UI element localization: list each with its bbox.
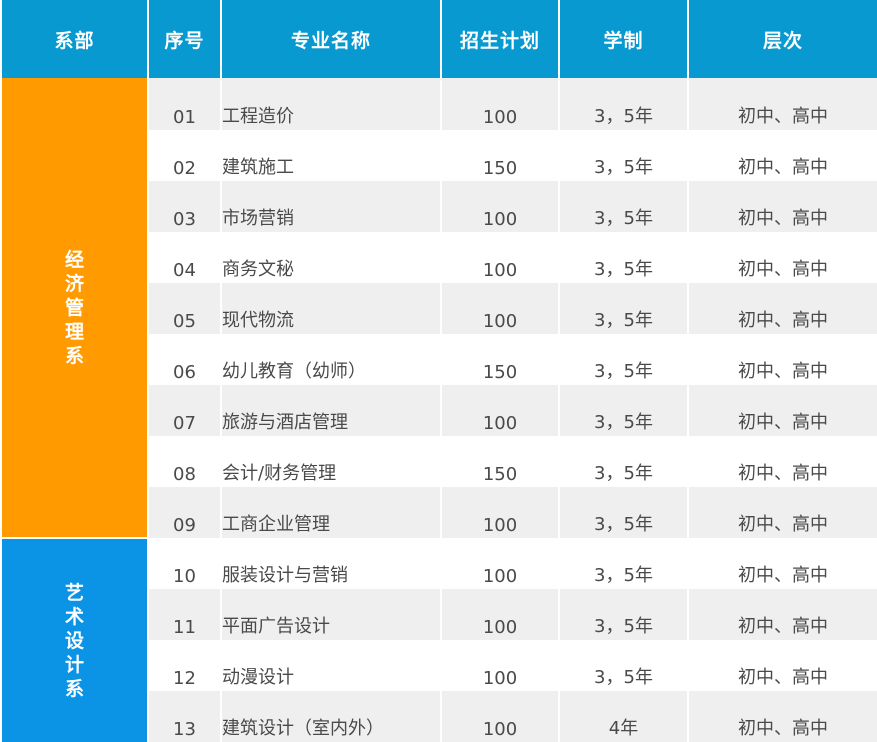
header-duration: 学制 [558, 0, 689, 78]
cell-major: 平面广告设计 [220, 589, 442, 640]
table-header: 系部 序号 专业名称 招生计划 学制 层次 [0, 0, 877, 78]
header-department: 系部 [0, 0, 149, 78]
cell-major: 建筑设计（室内外） [220, 691, 442, 742]
department-economics-label: 经济管理系 [64, 248, 84, 367]
cell-number: 02 [147, 130, 222, 181]
cell-major: 会计/财务管理 [220, 436, 442, 487]
cell-number: 09 [147, 487, 222, 538]
table-row: 05 现代物流 100 3，5年 初中、高中 [1, 283, 877, 334]
cell-major: 动漫设计 [220, 640, 442, 691]
cell-major: 工商企业管理 [220, 487, 442, 538]
table-row: 03 市场营销 100 3，5年 初中、高中 [1, 181, 877, 232]
table-row: 艺术设计系 10 服装设计与营销 100 3，5年 初中、高中 [0, 537, 877, 742]
cell-level: 初中、高中 [687, 640, 877, 691]
cell-major: 现代物流 [220, 283, 442, 334]
cell-duration: 4年 [558, 691, 689, 742]
cell-duration: 3，5年 [558, 283, 689, 334]
cell-level: 初中、高中 [687, 232, 877, 283]
table-row: 经济管理系 01 工程造价 100 3，5年 初中、高中 [0, 78, 877, 538]
table-row: 02 建筑施工 150 3，5年 初中、高中 [1, 130, 877, 181]
cell-level: 初中、高中 [687, 283, 877, 334]
cell-duration: 3，5年 [558, 232, 689, 283]
cell-major: 建筑施工 [220, 130, 442, 181]
cell-level: 初中、高中 [687, 385, 877, 436]
cell-level: 初中、高中 [687, 538, 877, 589]
table-row: 06 幼儿教育（幼师） 150 3，5年 初中、高中 [1, 334, 877, 385]
cell-enrollment: 100 [440, 538, 560, 589]
cell-duration: 3，5年 [558, 436, 689, 487]
cell-level: 初中、高中 [687, 334, 877, 385]
cell-duration: 3，5年 [558, 538, 689, 589]
cell-enrollment: 100 [440, 640, 560, 691]
cell-level: 初中、高中 [687, 78, 877, 130]
cell-number: 08 [147, 436, 222, 487]
cell-number: 13 [147, 691, 222, 742]
header-major: 专业名称 [220, 0, 442, 78]
cell-major: 幼儿教育（幼师） [220, 334, 442, 385]
cell-duration: 3，5年 [558, 589, 689, 640]
cell-number: 03 [147, 181, 222, 232]
cell-number: 07 [147, 385, 222, 436]
table-row: 04 商务文秘 100 3，5年 初中、高中 [1, 232, 877, 283]
department-arts: 艺术设计系 [0, 537, 149, 742]
cell-enrollment: 100 [440, 181, 560, 232]
cell-duration: 3，5年 [558, 385, 689, 436]
header-number: 序号 [147, 0, 222, 78]
cell-number: 04 [147, 232, 222, 283]
cell-enrollment: 100 [440, 385, 560, 436]
table-row: 12 动漫设计 100 3，5年 初中、高中 [1, 640, 877, 691]
cell-number: 06 [147, 334, 222, 385]
table-row: 11 平面广告设计 100 3，5年 初中、高中 [1, 589, 877, 640]
cell-major: 旅游与酒店管理 [220, 385, 442, 436]
cell-level: 初中、高中 [687, 436, 877, 487]
cell-duration: 3，5年 [558, 181, 689, 232]
cell-enrollment: 100 [440, 487, 560, 538]
cell-enrollment: 100 [440, 691, 560, 742]
cell-duration: 3，5年 [558, 487, 689, 538]
cell-number: 01 [147, 78, 222, 130]
cell-major: 市场营销 [220, 181, 442, 232]
cell-major: 服装设计与营销 [220, 538, 442, 589]
cell-duration: 3，5年 [558, 640, 689, 691]
table-body: 经济管理系 01 工程造价 100 3，5年 初中、高中 02 建筑施工 150… [0, 78, 877, 742]
cell-enrollment: 150 [440, 436, 560, 487]
cell-enrollment: 150 [440, 334, 560, 385]
cell-enrollment: 100 [440, 589, 560, 640]
cell-major: 商务文秘 [220, 232, 442, 283]
cell-enrollment: 150 [440, 130, 560, 181]
cell-enrollment: 100 [440, 283, 560, 334]
cell-number: 05 [147, 283, 222, 334]
cell-duration: 3，5年 [558, 78, 689, 130]
cell-number: 10 [147, 538, 222, 589]
department-economics: 经济管理系 [0, 78, 149, 538]
table-row: 07 旅游与酒店管理 100 3，5年 初中、高中 [1, 385, 877, 436]
cell-enrollment: 100 [440, 232, 560, 283]
cell-duration: 3，5年 [558, 334, 689, 385]
cell-duration: 3，5年 [558, 130, 689, 181]
cell-major: 工程造价 [220, 78, 442, 130]
header-level: 层次 [687, 0, 877, 78]
table-row: 08 会计/财务管理 150 3，5年 初中、高中 [1, 436, 877, 487]
cell-number: 12 [147, 640, 222, 691]
cell-level: 初中、高中 [687, 181, 877, 232]
department-arts-label: 艺术设计系 [64, 581, 84, 700]
cell-level: 初中、高中 [687, 130, 877, 181]
header-enrollment: 招生计划 [440, 0, 560, 78]
cell-enrollment: 100 [440, 78, 560, 130]
table-row: 09 工商企业管理 100 3，5年 初中、高中 [1, 487, 877, 538]
cell-level: 初中、高中 [687, 487, 877, 538]
cell-level: 初中、高中 [687, 589, 877, 640]
cell-level: 初中、高中 [687, 691, 877, 742]
header-row: 系部 序号 专业名称 招生计划 学制 层次 [0, 0, 877, 78]
cell-number: 11 [147, 589, 222, 640]
